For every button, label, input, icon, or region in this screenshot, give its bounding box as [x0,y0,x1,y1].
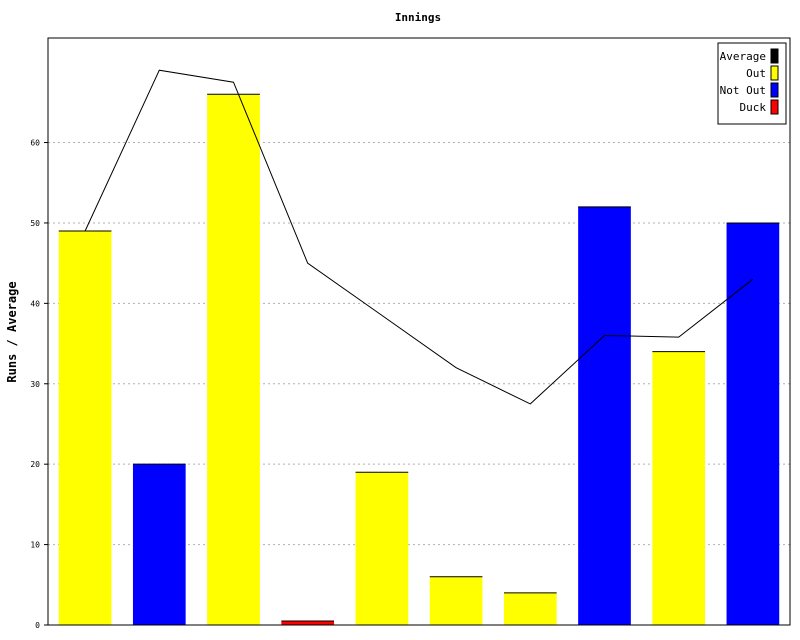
legend-item-not-out: Not Out [720,82,779,98]
bar-innings-3 [207,94,260,626]
bar-innings-7 [503,592,557,625]
y-tick-label-40: 40 [30,299,40,308]
bar-innings-10 [726,222,780,626]
average-line [84,69,754,405]
bar-innings-1 [58,230,112,625]
average-line-series [84,69,754,405]
legend-swatch-average [770,48,779,64]
legend-item-duck: Duck [740,99,779,115]
y-tick-label-20: 20 [30,460,40,469]
y-tick-label-10: 10 [30,541,40,550]
bar-innings-6 [429,576,483,625]
chart-title: Innings [395,11,441,24]
y-tick-label-50: 50 [30,219,40,228]
y-ticks: 0 10 20 30 40 50 60 [30,139,48,630]
legend-label-average: Average [720,50,766,63]
axes [47,37,791,626]
bar-innings-9 [652,351,706,625]
legend-swatch-not-out [770,82,779,98]
y-tick-label-0: 0 [35,621,40,630]
bar-innings-2 [132,464,186,625]
legend-label-duck: Duck [740,101,767,114]
bar-innings-4 [281,620,335,625]
legend-swatch-out [770,65,779,81]
y-tick-label-60: 60 [30,139,40,148]
gridlines [48,142,790,546]
legend-label-not-out: Not Out [720,84,766,97]
bar-innings-8 [578,206,631,625]
legend: Average Out Not Out Duck [717,42,787,125]
bar-innings-5 [355,472,409,625]
y-tick-label-30: 30 [30,380,40,389]
legend-item-out: Out [746,65,779,81]
plot-frame [47,37,791,626]
legend-item-average: Average [720,48,779,64]
legend-label-out: Out [746,67,766,80]
y-axis-label: Runs / Average [5,281,19,382]
bar-series [58,93,780,626]
legend-swatch-duck [770,99,779,115]
